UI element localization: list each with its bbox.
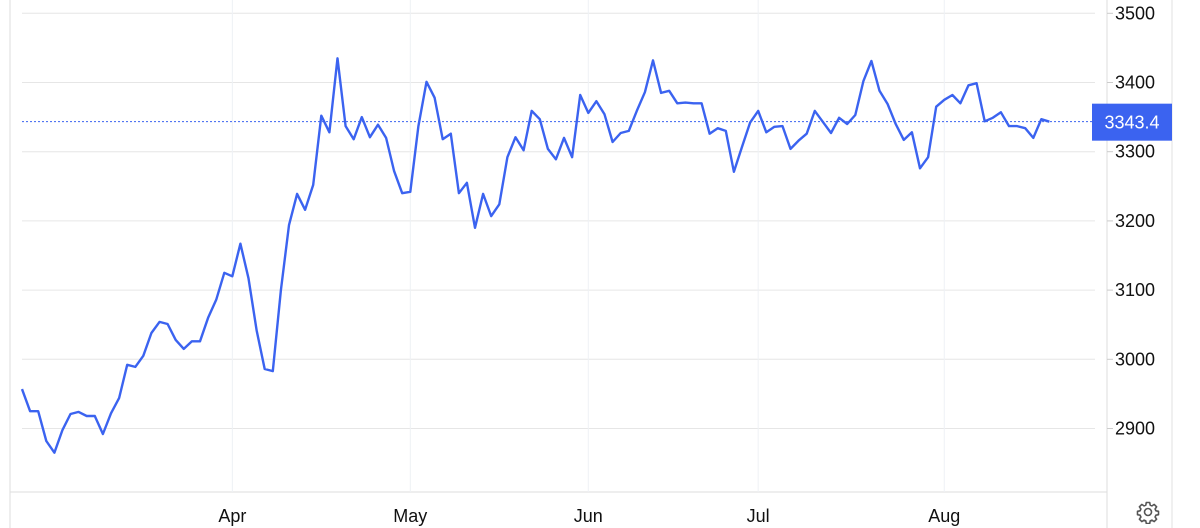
- x-tick-label: Aug: [928, 506, 960, 526]
- y-tick-label: 3000: [1115, 349, 1155, 369]
- y-tick-label: 3200: [1115, 211, 1155, 231]
- last-price-label: 3343.4: [1104, 113, 1159, 133]
- x-tick-label: Jun: [574, 506, 603, 526]
- y-tick-label: 3500: [1115, 3, 1155, 23]
- y-tick-label: 2900: [1115, 419, 1155, 439]
- x-tick-label: May: [393, 506, 427, 526]
- gear-icon-glyph: [1136, 501, 1160, 524]
- gear-icon[interactable]: [1136, 500, 1160, 524]
- x-tick-label: Jul: [747, 506, 770, 526]
- y-tick-label: 3100: [1115, 280, 1155, 300]
- x-tick-label: Apr: [218, 506, 246, 526]
- y-tick-label: 3400: [1115, 73, 1155, 93]
- y-tick-label: 3300: [1115, 142, 1155, 162]
- price-series-line: [20, 57, 1050, 454]
- last-price-badge: [1092, 103, 1172, 141]
